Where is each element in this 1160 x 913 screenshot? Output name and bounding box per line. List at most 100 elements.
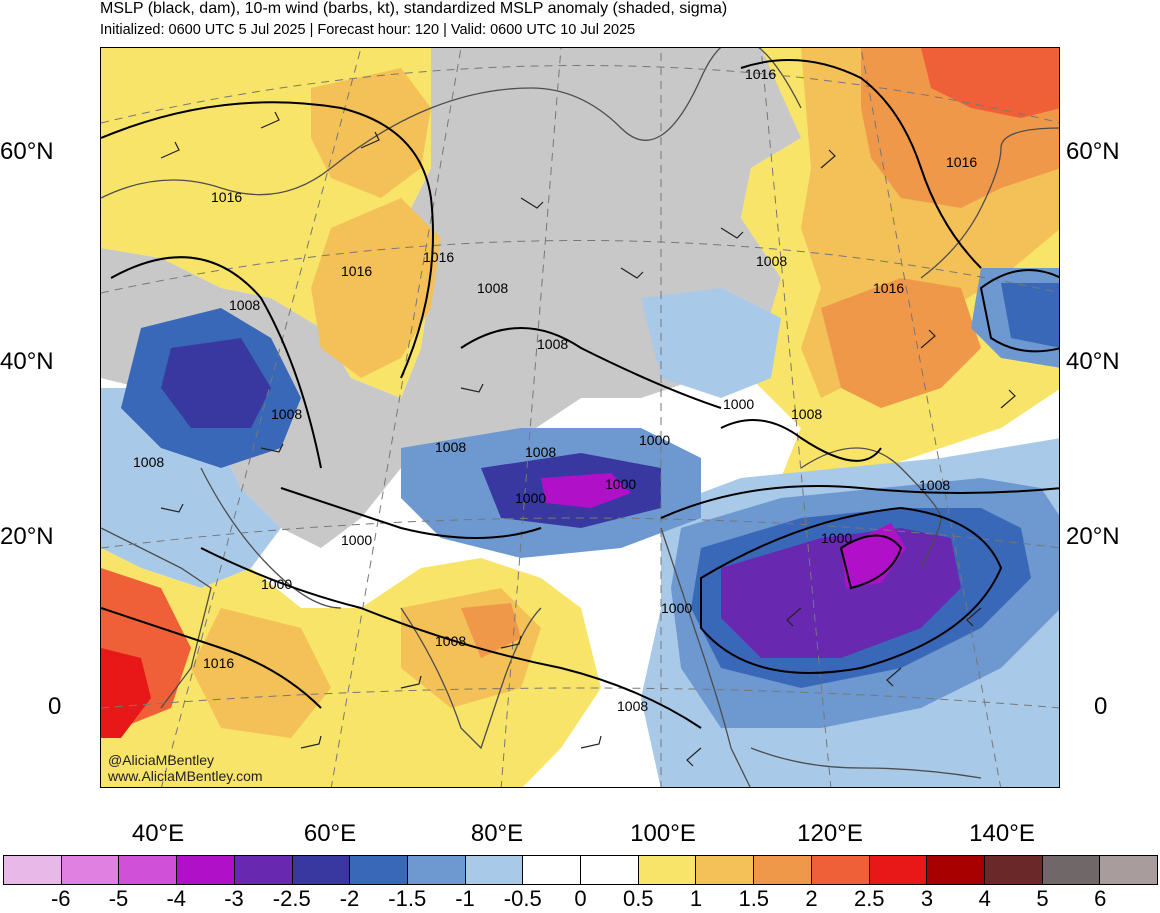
colorbar-swatch xyxy=(869,856,928,884)
isobar-label: 1000 xyxy=(515,490,546,506)
isobar-label: 1016 xyxy=(946,154,977,170)
colorbar-tick-label: 1.5 xyxy=(738,886,770,911)
isobar-label: 1008 xyxy=(537,336,568,352)
lon-label-140e: 140°E xyxy=(969,820,1035,847)
colorbar-tick-label: 3 xyxy=(920,886,934,911)
lat-label-40n: 40°N xyxy=(0,348,54,375)
colorbar-tick-label: 2.5 xyxy=(853,886,885,911)
isobar-label: 1016 xyxy=(745,66,776,82)
isobar-label: 1016 xyxy=(211,189,242,205)
lat-label-0: 0 xyxy=(48,693,62,720)
colorbar-swatch xyxy=(177,856,235,884)
isobar-label: 1000 xyxy=(261,576,292,592)
isobar-label: 1000 xyxy=(605,476,636,492)
anomaly-positive-india-core xyxy=(461,603,521,658)
anomaly-positive-africa-max xyxy=(101,648,151,738)
anomaly-negative-caspian-core xyxy=(161,338,271,428)
lat-label-20n-right: 20°N xyxy=(1066,523,1120,550)
colorbar-tick-label: -2.5 xyxy=(272,886,311,911)
isobar-label: 1016 xyxy=(341,263,372,279)
credit-handle: @AliciaMBentley xyxy=(108,752,215,768)
colorbar-swatch xyxy=(523,856,582,884)
lon-label-40e: 40°E xyxy=(131,820,185,847)
lon-label-60e: 60°E xyxy=(303,820,357,847)
colorbar-swatch xyxy=(638,856,697,884)
map-title: MSLP (black, dam), 10-m wind (barbs, kt)… xyxy=(100,0,728,17)
isobar-label: 1000 xyxy=(723,396,754,412)
colorbar-swatch xyxy=(292,856,351,884)
isobar-label: 1016 xyxy=(203,655,234,671)
isobars xyxy=(101,59,1059,729)
colorbar-swatch xyxy=(4,856,62,884)
anomaly-negative-mongolia xyxy=(641,288,781,398)
isobar-label: 1008 xyxy=(919,477,950,493)
isobar-label: 1008 xyxy=(271,406,302,422)
colorbar-tick-label: 4 xyxy=(978,886,991,911)
isobar-label: 1008 xyxy=(791,406,822,422)
colorbar-tick-label: -4 xyxy=(166,886,187,911)
lon-label-120e: 120°E xyxy=(797,820,863,847)
colorbar-swatch xyxy=(465,856,524,884)
weather-map: 1016 1016 1016 1016 1016 1016 1016 1008 … xyxy=(100,47,1060,788)
colorbar-tick-label: 6 xyxy=(1094,886,1107,911)
colorbar-swatch xyxy=(754,856,812,884)
colorbar-swatch xyxy=(927,856,985,884)
isobar-label: 1008 xyxy=(617,698,648,714)
colorbar-tick-label: -1.5 xyxy=(388,886,427,911)
lat-label-0-right: 0 xyxy=(1094,693,1108,720)
credit-website: www.AliciaMBentley.com xyxy=(108,768,263,784)
map-subtitle: Initialized: 0600 UTC 5 Jul 2025 | Forec… xyxy=(100,22,636,38)
colorbar-swatch xyxy=(984,856,1043,884)
anomaly-positive-central-core xyxy=(311,198,441,378)
isobar-label: 1016 xyxy=(423,249,454,265)
colorbar-tick-label: -3 xyxy=(224,886,244,911)
isobar-label: 1000 xyxy=(661,600,692,616)
anomaly-negative-tibet-max xyxy=(541,473,631,508)
lat-label-60n: 60°N xyxy=(0,138,54,165)
anomaly-positive-west-core xyxy=(311,68,431,198)
colorbar-tick-label: 5 xyxy=(1036,886,1049,911)
isobar-label: 1000 xyxy=(341,532,372,548)
colorbar-tick-label: -1 xyxy=(455,886,475,911)
map-canvas: 1016 1016 1016 1016 1016 1016 1016 1008 … xyxy=(101,48,1059,787)
colorbar-tick-label: -6 xyxy=(50,886,71,911)
colorbar-swatch xyxy=(61,856,120,884)
anomaly-negative-middle-east xyxy=(101,388,281,588)
isobar-label: 1008 xyxy=(435,633,466,649)
colorbar-swatch xyxy=(350,856,408,884)
colorbar-swatch xyxy=(234,856,293,884)
isobar-label: 1008 xyxy=(756,253,787,269)
lat-label-40n-right: 40°N xyxy=(1066,348,1120,375)
wind-barbs xyxy=(160,111,1016,767)
colorbar-tick-label: 2 xyxy=(805,886,818,911)
anomaly-colorbar xyxy=(3,855,1158,885)
colorbar-swatch xyxy=(581,856,639,884)
colorbar-tick-label: -0.5 xyxy=(503,886,542,911)
colorbar-swatch xyxy=(1042,856,1101,884)
colorbar-tick-label: 0 xyxy=(574,886,587,911)
isobar-label: 1008 xyxy=(435,439,466,455)
isobar-label: 1008 xyxy=(477,280,508,296)
anomaly-positive-china-core xyxy=(821,278,981,408)
lon-label-80e: 80°E xyxy=(470,820,524,847)
colorbar-tick-label: 1 xyxy=(689,886,703,911)
anomaly-negative-pacific-core xyxy=(721,528,961,658)
lon-label-100e: 100°E xyxy=(630,820,696,847)
lat-label-20n: 20°N xyxy=(0,523,54,550)
colorbar-tick-label: 0.5 xyxy=(622,886,654,911)
colorbar-swatch xyxy=(1100,856,1158,884)
coastlines xyxy=(101,48,1059,787)
isobar-label: 1016 xyxy=(873,280,904,296)
isobar-label: 1008 xyxy=(133,454,164,470)
isobar-label: 1000 xyxy=(821,530,852,546)
colorbar-swatch xyxy=(407,856,466,884)
graticule xyxy=(101,48,1059,787)
anomaly-positive-arabia xyxy=(191,608,331,738)
anomaly-negative-northeast-pacific-core xyxy=(1001,283,1059,348)
isobar-label: 1000 xyxy=(639,432,670,448)
lat-label-60n-right: 60°N xyxy=(1066,138,1120,165)
colorbar-swatch xyxy=(119,856,178,884)
colorbar-tick-label: -2 xyxy=(339,886,360,911)
isobar-label: 1008 xyxy=(229,297,260,313)
colorbar-swatch xyxy=(811,856,870,884)
